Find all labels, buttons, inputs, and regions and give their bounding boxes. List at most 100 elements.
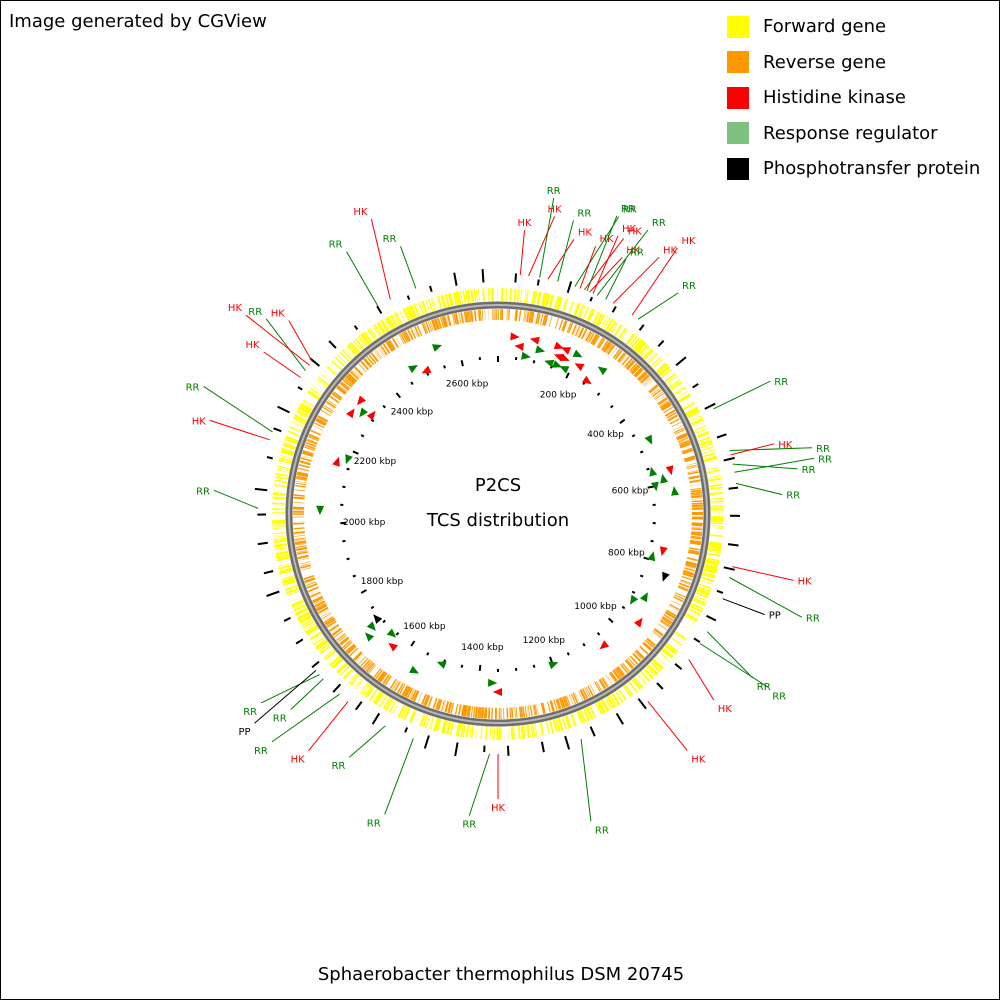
callout-label: RR <box>331 761 345 772</box>
tcs-arrow <box>373 614 383 624</box>
forward-gene <box>595 702 603 715</box>
forward-gene <box>408 305 415 319</box>
reverse-gene <box>463 705 467 717</box>
reverse-gene <box>293 502 305 504</box>
reverse-gene <box>542 702 546 714</box>
tcs-arrow <box>559 353 570 361</box>
forward-gene <box>460 724 464 738</box>
forward-gene <box>685 614 697 622</box>
ruler-tick <box>610 404 614 409</box>
reverse-gene <box>366 662 374 672</box>
reverse-gene <box>527 705 531 717</box>
forward-gene <box>505 288 508 302</box>
forward-gene <box>283 580 296 585</box>
outer-tick <box>328 340 337 349</box>
forward-gene <box>710 525 724 527</box>
callout-label: RR <box>816 444 830 455</box>
reverse-gene <box>389 678 397 689</box>
forward-gene <box>277 465 290 470</box>
callout-label: RR <box>462 820 476 831</box>
reverse-gene <box>298 467 309 472</box>
tcs-arrow <box>581 375 592 385</box>
forward-gene <box>362 332 371 344</box>
forward-gene <box>525 289 529 303</box>
forward-gene <box>281 575 295 581</box>
reverse-gene <box>325 618 335 626</box>
forward-gene <box>704 456 718 462</box>
reverse-gene <box>589 332 595 343</box>
credit-text: Image generated by CGView <box>9 11 267 32</box>
outer-tick <box>514 273 517 283</box>
reverse-gene <box>469 706 472 718</box>
ruler-tick <box>460 360 464 367</box>
reverse-gene <box>355 653 364 662</box>
forward-gene <box>499 727 502 741</box>
ruler-label: 1200 kbp <box>523 636 566 646</box>
forward-gene <box>272 492 286 496</box>
forward-gene <box>694 425 707 432</box>
forward-gene <box>545 721 550 735</box>
forward-gene <box>476 289 478 302</box>
reverse-gene <box>651 388 661 396</box>
reverse-gene <box>413 327 418 338</box>
forward-gene <box>534 723 538 737</box>
reverse-gene <box>308 435 319 442</box>
tcs-arrow <box>316 505 325 516</box>
reverse-gene <box>467 705 471 717</box>
outer-tick <box>263 570 274 575</box>
callout-label: PP <box>238 727 250 738</box>
reverse-gene <box>688 549 700 553</box>
reverse-gene <box>322 406 333 414</box>
forward-gene <box>657 363 668 374</box>
forward-gene <box>577 304 584 317</box>
reverse-gene <box>468 311 471 323</box>
forward-gene <box>392 702 399 715</box>
forward-gene <box>300 618 313 625</box>
reverse-gene <box>437 699 442 710</box>
callout-label: HK <box>622 224 637 235</box>
reverse-gene <box>668 415 679 422</box>
reverse-gene <box>391 679 398 690</box>
callout-line <box>732 566 794 581</box>
reverse-gene <box>297 554 309 559</box>
reverse-gene <box>333 630 344 638</box>
forward-gene <box>710 492 724 496</box>
outer-tick <box>657 340 665 347</box>
reverse-gene <box>325 619 336 626</box>
callout-line <box>539 197 555 278</box>
forward-gene <box>710 522 724 525</box>
reverse-gene <box>625 659 635 669</box>
reverse-gene <box>314 422 325 428</box>
forward-gene <box>496 727 498 741</box>
forward-gene <box>685 614 698 621</box>
legend-label: Histidine kinase <box>763 87 906 109</box>
callout-label: RR <box>757 682 771 693</box>
forward-gene <box>304 623 316 631</box>
forward-gene <box>271 512 285 514</box>
reverse-gene <box>301 455 312 460</box>
forward-gene <box>678 393 690 402</box>
reverse-gene <box>579 689 586 700</box>
ruler-tick <box>410 640 416 647</box>
outer-tick <box>277 405 290 414</box>
reverse-gene <box>687 471 699 475</box>
callout-line <box>713 380 771 410</box>
callout-line <box>213 489 259 509</box>
forward-gene <box>331 658 342 668</box>
reverse-gene <box>677 437 689 443</box>
forward-gene <box>273 490 287 492</box>
forward-gene <box>666 375 678 385</box>
tcs-arrow <box>436 661 447 669</box>
forward-gene <box>568 300 574 314</box>
forward-gene <box>462 724 466 738</box>
reverse-gene <box>501 708 502 720</box>
forward-gene <box>279 568 293 573</box>
outer-tick <box>254 487 268 492</box>
forward-gene <box>365 331 373 342</box>
forward-gene <box>274 543 288 548</box>
forward-gene <box>306 627 319 636</box>
reverse-gene <box>639 645 649 654</box>
tcs-arrow <box>386 628 397 638</box>
forward-gene <box>710 503 724 505</box>
reverse-gene <box>635 649 645 659</box>
